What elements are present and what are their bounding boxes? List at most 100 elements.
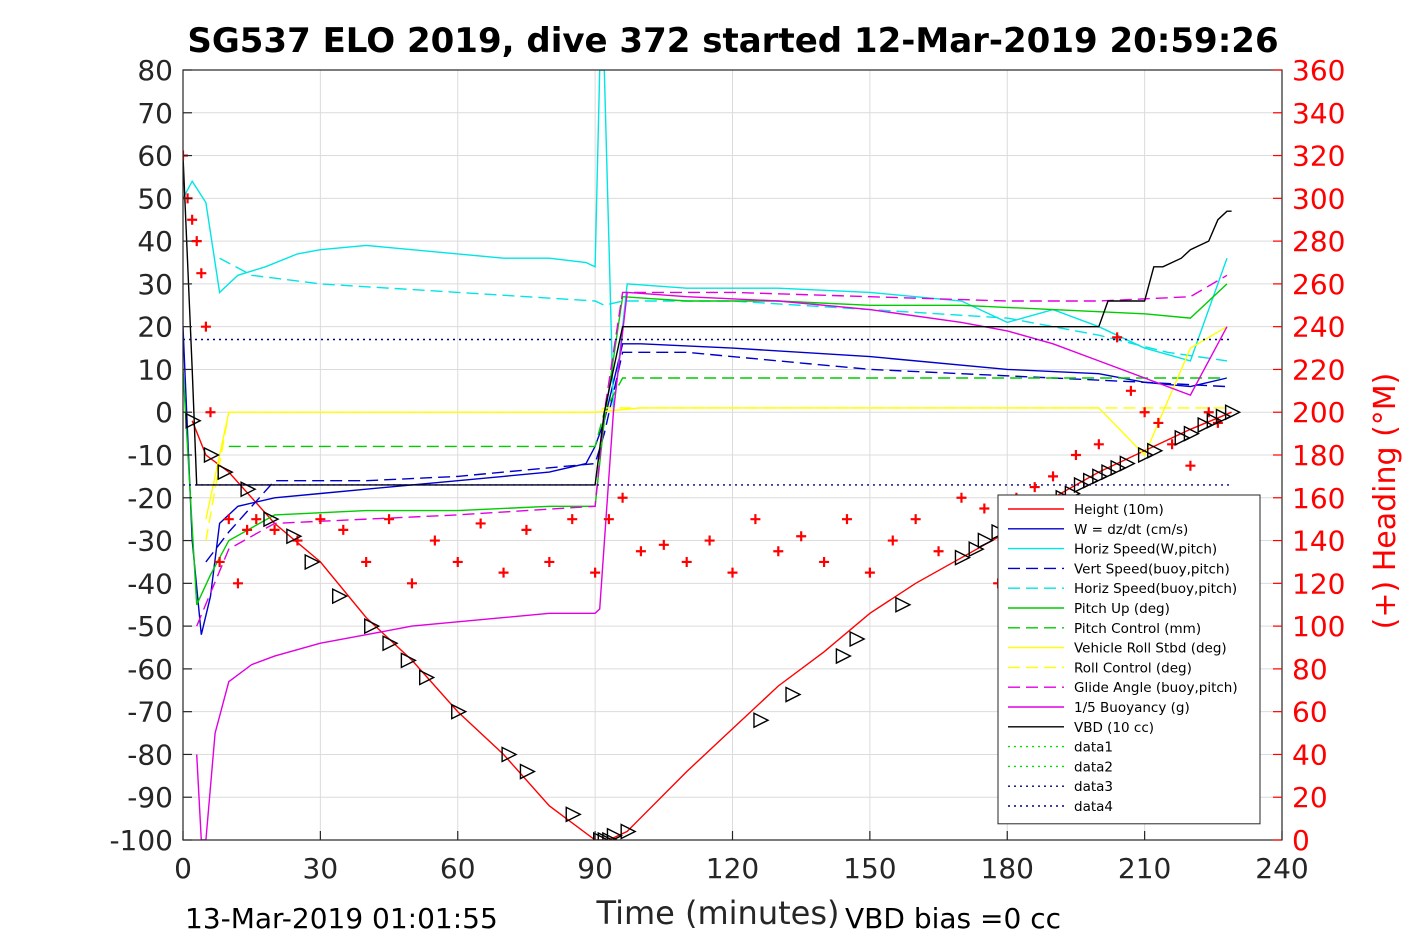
height-marker: [331, 588, 349, 605]
height-marker: [1206, 412, 1223, 429]
heading-point: [933, 546, 944, 557]
y-left-tick-label: -100: [109, 824, 173, 857]
y-left-tick-label: -40: [127, 567, 173, 600]
height-marker: [451, 703, 468, 720]
y-left-tick-label: 60: [137, 140, 173, 173]
y-right-tick-label: 180: [1292, 439, 1345, 472]
x-tick-label: 120: [706, 852, 759, 885]
y-left-tick-label: -60: [127, 653, 173, 686]
legend-label-14: data3: [1074, 779, 1113, 795]
heading-point: [773, 546, 784, 557]
height-marker: [364, 617, 381, 635]
legend-label-2: Horiz Speed(W,pitch): [1074, 542, 1217, 558]
height-marker: [597, 831, 614, 840]
height-marker: [1197, 416, 1214, 434]
heading-point: [819, 556, 830, 567]
height-marker: [1215, 408, 1233, 425]
height-marker: [418, 669, 436, 686]
right-axis-ticks: 0 20 40 60 80 100 120 140 160 180 200 220 240 260 280 3…: [1273, 54, 1345, 857]
y-right-tick-label: 300: [1292, 182, 1345, 215]
heading-point: [191, 236, 202, 247]
y-left-tick-label: 10: [137, 353, 173, 386]
heading-point: [590, 567, 601, 578]
y-right-tick-label: 120: [1292, 567, 1345, 600]
height-marker: [565, 806, 582, 823]
y-left-tick-label: 30: [137, 268, 173, 301]
heading-point: [242, 524, 253, 535]
legend-label-4: Horiz Speed(buoy,pitch): [1074, 581, 1237, 597]
x-tick-label: 210: [1118, 852, 1171, 885]
y-left-tick-label: -10: [127, 439, 173, 472]
height-marker: [1137, 446, 1155, 464]
y-right-tick-label: 240: [1292, 311, 1345, 344]
height-marker: [977, 532, 994, 549]
heading-point: [232, 578, 243, 589]
y-right-tick-label: 320: [1292, 140, 1345, 173]
heading-point: [1203, 407, 1214, 418]
x-axis-label: Time (minutes): [596, 894, 840, 932]
legend-label-7: Vehicle Roll Stbd (deg): [1074, 641, 1227, 657]
heading-point: [200, 321, 211, 332]
height-marker: [1101, 463, 1118, 481]
heading-point: [544, 556, 555, 567]
x-tick-label: 150: [843, 852, 896, 885]
height-marker: [593, 831, 610, 840]
y-right-tick-label: 80: [1292, 653, 1328, 686]
x-tick-label: 30: [303, 852, 339, 885]
legend-label-1: W = dz/dt (cm/s): [1074, 522, 1188, 538]
x-tick-label: 90: [577, 852, 613, 885]
legend-label-13: data2: [1074, 759, 1113, 775]
legend: Height (10m) W = dz/dt (cm/s) Horiz Speed(…: [997, 494, 1261, 825]
heading-point: [635, 546, 646, 557]
heading-point: [864, 567, 875, 578]
heading-point: [1125, 385, 1136, 396]
x-tick-label: 0: [174, 852, 192, 885]
height-marker: [753, 712, 770, 729]
heading-point: [887, 535, 898, 546]
y-right-tick-label: 360: [1292, 54, 1345, 87]
y-right-tick-label: 20: [1292, 781, 1328, 814]
height-marker: [240, 481, 257, 498]
height-marker: [304, 553, 321, 571]
height-marker: [203, 446, 221, 464]
height-marker: [1147, 442, 1164, 459]
y-left-tick-label: -30: [127, 525, 173, 558]
series-line-1: [183, 326, 1228, 635]
plot-area: [183, 70, 1242, 840]
series-line-11: [183, 155, 1232, 486]
height-marker: [519, 763, 537, 780]
height-marker: [185, 412, 202, 429]
legend-label-15: data4: [1074, 799, 1113, 815]
height-marker: [382, 635, 399, 652]
legend-label-9: Glide Angle (buoy,pitch): [1074, 680, 1238, 696]
y-right-tick-label: 280: [1292, 225, 1345, 258]
y-right-tick-label: 60: [1292, 696, 1328, 729]
height-marker: [501, 746, 518, 763]
height-marker: [602, 831, 619, 840]
heading-point: [750, 514, 761, 525]
height-marker: [1183, 425, 1200, 442]
height-marker: [849, 630, 866, 648]
heading-point: [1139, 407, 1150, 418]
heading-point: [338, 524, 349, 535]
x-tick-label: 180: [981, 852, 1034, 885]
heading-point: [681, 556, 692, 567]
legend-label-12: data1: [1074, 740, 1113, 756]
legend-box: [997, 494, 1261, 825]
heading-point: [521, 524, 532, 535]
y-left-tick-label: 40: [137, 225, 173, 258]
height-marker: [968, 540, 985, 558]
heading-point: [603, 514, 614, 525]
height-marker: [1073, 476, 1091, 494]
height-marker: [1082, 472, 1100, 489]
x-tick-label: 60: [440, 852, 476, 885]
y-left-tick-label: -50: [127, 610, 173, 643]
heading-point: [1153, 417, 1164, 428]
vbd-bias-annotation: VBD bias =0 cc: [845, 902, 1061, 935]
height-marker: [263, 511, 280, 528]
chart-title: SG537 ELO 2019, dive 372 started 12-Mar-…: [187, 21, 1278, 61]
heading-point: [910, 514, 921, 525]
y-left-tick-label: 0: [155, 396, 173, 429]
series-line-3: [205, 351, 1228, 563]
